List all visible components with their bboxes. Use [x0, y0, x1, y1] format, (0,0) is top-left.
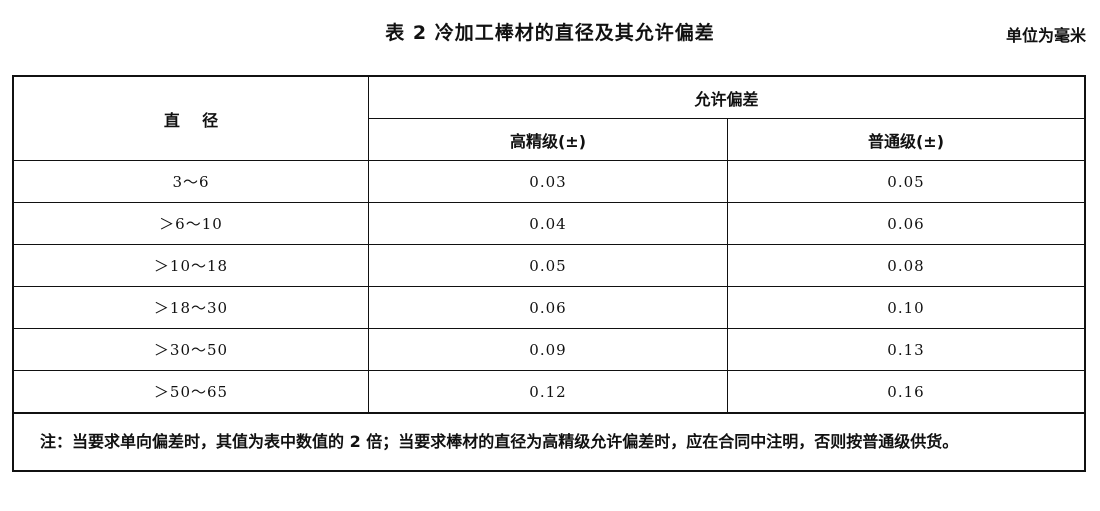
header-row: 直 径 允许偏差: [12, 75, 1086, 161]
high-precision-cell: 0.09: [368, 328, 728, 371]
unit-label: 单位为毫米: [1005, 26, 1086, 45]
table-row: ＞18～30 0.06 0.10: [12, 286, 1086, 329]
normal-cell: 0.16: [727, 370, 1086, 414]
high-precision-cell: 0.05: [368, 244, 728, 287]
note: 注：当要求单向偏差时，其值为表中数值的 2 倍；当要求棒材的直径为高精级允许偏差…: [12, 412, 1086, 472]
table-row: ＞10～18 0.05 0.08: [12, 244, 1086, 287]
note-text: 当要求单向偏差时，其值为表中数值的 2 倍；当要求棒材的直径为高精级允许偏差时，…: [72, 432, 959, 451]
diameter-cell: ＞50～65: [12, 370, 369, 414]
diameter-cell: ＞18～30: [12, 286, 369, 329]
note-row: 注：当要求单向偏差时，其值为表中数值的 2 倍；当要求棒材的直径为高精级允许偏差…: [12, 412, 1086, 472]
high-precision-cell: 0.04: [368, 202, 728, 245]
subheader-row: 高精级(±) 普通级(±): [13, 118, 1086, 161]
normal-cell: 0.10: [727, 286, 1086, 329]
table-title: 表 2 冷加工棒材的直径及其允许偏差: [385, 22, 715, 44]
tolerance-table: 直 径 允许偏差 高精级(±) 普通级(±) 3～6 0.03 0.05 ＞6～10 0…: [12, 75, 1086, 472]
diameter-cell: ＞30～50: [12, 328, 369, 371]
high-precision-cell: 0.03: [368, 160, 728, 203]
header-tolerance: 允许偏差: [368, 75, 1086, 119]
table-row: ＞30～50 0.09 0.13: [12, 328, 1086, 371]
table-row: 3～6 0.03 0.05: [12, 160, 1086, 203]
diameter-cell: 3～6: [12, 160, 369, 203]
header-diameter: 直 径: [12, 75, 369, 161]
normal-cell: 0.06: [727, 202, 1086, 245]
high-precision-cell: 0.12: [368, 370, 728, 414]
table-row: ＞6～10 0.04 0.06: [12, 202, 1086, 245]
header-high-precision: 高精级(±): [368, 118, 728, 161]
header-normal: 普通级(±): [727, 118, 1086, 161]
table-row: ＞50～65 0.12 0.16: [12, 370, 1086, 414]
normal-cell: 0.05: [727, 160, 1086, 203]
diameter-cell: ＞10～18: [12, 244, 369, 287]
note-label: 注：: [40, 432, 73, 451]
diameter-cell: ＞6～10: [12, 202, 369, 245]
normal-cell: 0.08: [727, 244, 1086, 287]
normal-cell: 0.13: [727, 328, 1086, 371]
high-precision-cell: 0.06: [368, 286, 728, 329]
